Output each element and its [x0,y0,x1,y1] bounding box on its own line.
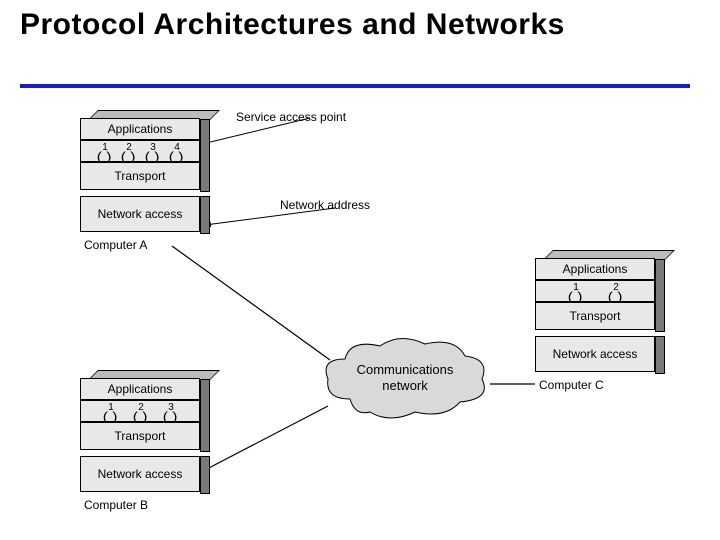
transport-row: Transport [80,422,200,450]
line-a-to-cloud [172,246,330,360]
computer-caption: Computer C [539,378,604,392]
transport-row: Transport [535,302,655,330]
title-underline [20,84,690,88]
computer-c-stack: Applications1( )2( )Transport Network acc… [535,250,663,372]
annotation-sap: Service access point [236,110,346,124]
transport-row: Transport [80,162,200,190]
network-access-row: Network access [535,336,655,372]
network-access-row: Network access [80,456,200,492]
slide-title: Protocol Architectures and Networks [20,8,565,41]
computer-a-stack: Applications1( )2( )3( )4( )Transport Net… [80,110,208,232]
network-access-row: Network access [80,196,200,232]
sap-row: 1( )2( ) [535,280,655,302]
cloud-label-1: Communications [320,362,490,377]
applications-row: Applications [535,258,655,280]
sap-row: 1( )2( )3( )4( ) [80,140,200,162]
diagram-area: Communications network Service access po… [0,90,720,540]
computer-caption: Computer A [84,238,147,252]
annotation-network-address: Network address [280,198,370,212]
cloud-label-2: network [320,378,490,393]
communications-cloud: Communications network [320,334,490,424]
applications-row: Applications [80,118,200,140]
sap-row: 1( )2( )3( ) [80,400,200,422]
applications-row: Applications [80,378,200,400]
computer-caption: Computer B [84,498,148,512]
line-b-to-cloud [205,406,328,470]
computer-b-stack: Applications1( )2( )3( )Transport Network… [80,370,208,492]
